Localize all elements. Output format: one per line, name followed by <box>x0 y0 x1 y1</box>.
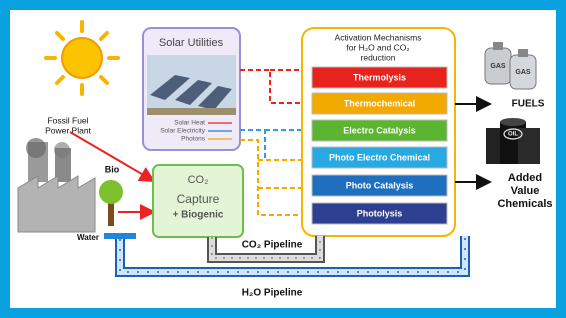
activation-title: Activation Mechanisms <box>335 32 422 42</box>
mechanism-label: Electro Catalysis <box>343 125 416 135</box>
mechanism-label: Photo Electro Chemical <box>329 152 430 162</box>
activation-title: for H₂O and CO₂ <box>346 42 409 52</box>
legend-label: Solar Electricity <box>160 128 206 135</box>
capture-text: CO₂ <box>188 174 209 186</box>
water-label: Water <box>77 233 99 242</box>
legend-label: Solar Heat <box>174 120 205 127</box>
oil-label: OIL <box>508 132 518 138</box>
solar-panel-photo <box>147 55 236 115</box>
bio-label: Bio <box>105 164 120 174</box>
solar-utilities-title: Solar Utilities <box>159 37 224 49</box>
fossil-label: Fossil Fuel <box>47 115 88 125</box>
h2o-pipeline-label: H₂O Pipeline <box>242 288 303 299</box>
water-tap <box>104 233 136 239</box>
activation-title: reduction <box>361 52 396 62</box>
mechanism-label: Photolysis <box>357 208 403 218</box>
mechanism-label: Thermolysis <box>353 72 406 82</box>
capture-text: Capture <box>177 192 220 206</box>
chemicals-label: Value <box>511 185 540 197</box>
co2-pipeline-label: CO₂ Pipeline <box>242 240 303 251</box>
sun <box>46 22 118 94</box>
mechanism-label: Photo Catalysis <box>346 180 414 190</box>
chemicals-label: Chemicals <box>497 198 552 210</box>
chemicals-label: Added <box>508 172 542 184</box>
mechanism-label: Thermochemical <box>344 98 416 108</box>
fossil-label: Power Plant <box>45 125 91 135</box>
capture-text: + Biogenic <box>173 210 224 221</box>
legend-label: Photons <box>181 136 206 143</box>
gas-label: GAS <box>515 69 531 76</box>
ground <box>147 108 236 115</box>
fuels-label: FUELS <box>512 99 545 110</box>
diagram: Solar Utilities Solar Heat Solar Electri… <box>0 0 566 318</box>
gas-label: GAS <box>490 63 506 70</box>
